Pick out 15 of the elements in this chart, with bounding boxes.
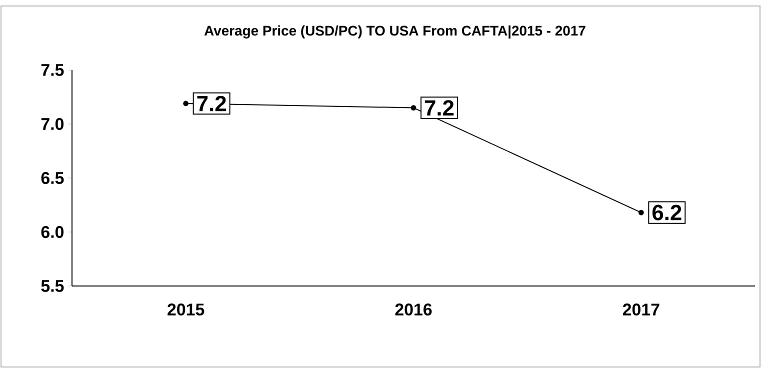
x-tick-label: 2017 xyxy=(622,304,660,316)
y-tick-label: 7.0 xyxy=(41,118,64,130)
x-tick-label: 2015 xyxy=(168,304,204,316)
y-tick-label: 5.5 xyxy=(41,280,64,292)
data-label: 7.2 xyxy=(424,100,454,116)
data-label: 6.2 xyxy=(652,204,682,220)
y-tick-label: 7.5 xyxy=(41,64,64,76)
point xyxy=(410,105,416,110)
chart-title: Average Price (USD/PC) TO USA From CAFTA|2015 - 2017 xyxy=(204,25,586,39)
y-tick-label: 6.0 xyxy=(41,226,64,238)
data-label: 7.2 xyxy=(197,96,226,112)
x-tick-label: 2016 xyxy=(395,304,432,316)
point xyxy=(638,210,644,216)
y-tick-label: 6.5 xyxy=(41,172,64,184)
point xyxy=(183,100,189,106)
